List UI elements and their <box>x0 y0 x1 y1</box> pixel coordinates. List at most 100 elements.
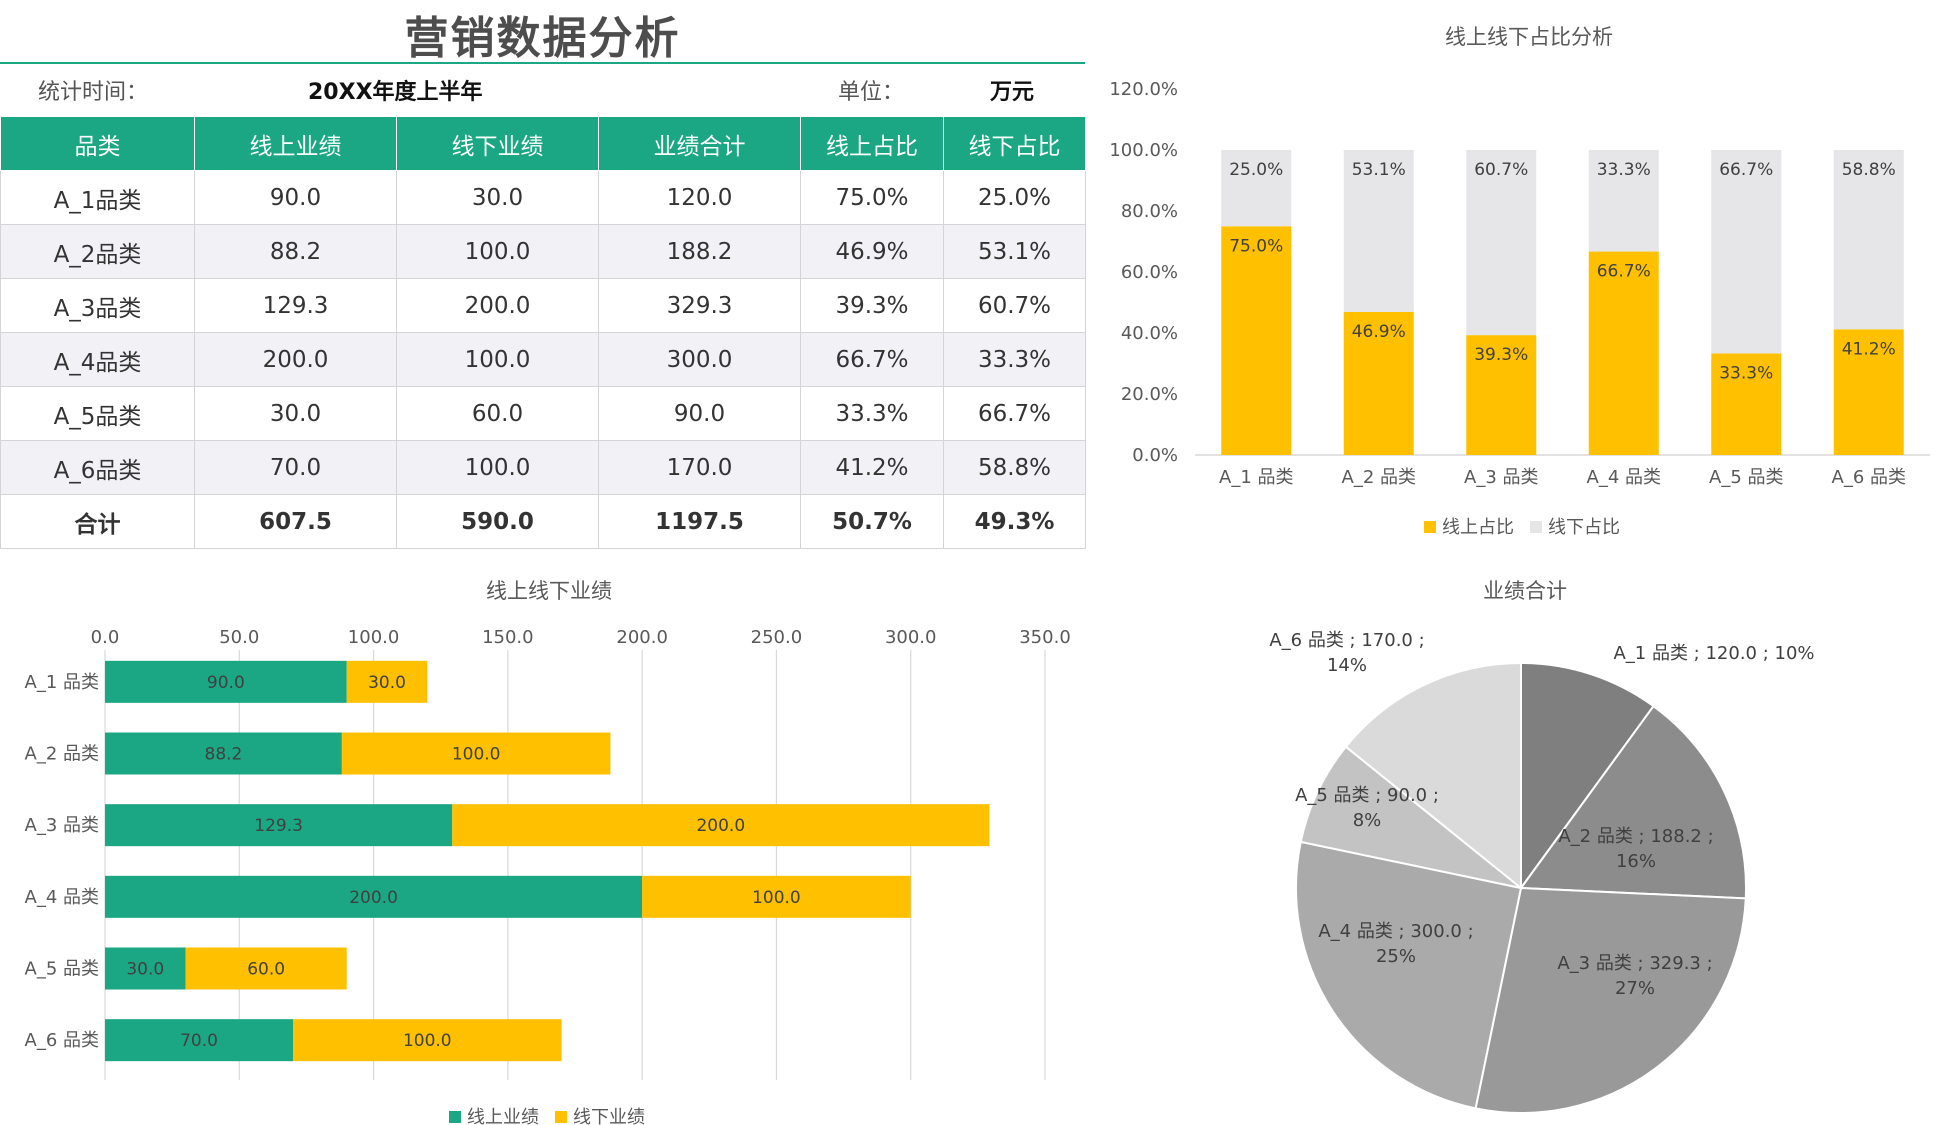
table-cell: 33.3% <box>800 386 944 441</box>
pie-data-label: A_6 品类 ; 170.0 ; 14% <box>1269 630 1424 676</box>
table-cell: 170.0 <box>598 440 801 495</box>
pie-data-label: A_4 品类 ; 300.0 ; 25% <box>1318 921 1473 967</box>
performance-bar-chart: 线上线下业绩 0.0 50.0 100.0 150.0 200.0 250.0 300.0 35… <box>25 579 1071 1125</box>
x-tick-label: 0.0 <box>91 627 120 648</box>
data-label: 30.0 <box>368 673 406 693</box>
bar-online <box>105 875 643 918</box>
table-cell: A_6品类 <box>0 440 195 495</box>
bar-online-share <box>1833 329 1904 455</box>
x-tick-label: A_5 品类 <box>1709 467 1784 488</box>
table-cell: 33.3% <box>943 332 1086 387</box>
table-row: A_1品类 90.0 30.0 120.0 75.0% 25.0% <box>0 170 1086 225</box>
bar-offline <box>185 947 347 990</box>
unit-label: 单位： <box>838 80 905 105</box>
column-header: 业绩合计 <box>598 116 801 171</box>
data-label: 66.7% <box>1597 262 1651 282</box>
data-label: 70.0 <box>180 1031 218 1051</box>
pie-data-label: A_3 品类 ; 329.3 ; 27% <box>1557 953 1712 999</box>
bar-offline-share <box>1466 150 1537 336</box>
table-cell: 66.7% <box>800 332 944 387</box>
bar-online <box>105 732 342 775</box>
y-tick-label: A_1 品类 <box>25 672 100 693</box>
pie-slice <box>1295 840 1523 1110</box>
legend-swatch <box>1530 521 1542 533</box>
table-cell: 300.0 <box>598 332 801 387</box>
table-cell: 329.3 <box>598 278 801 333</box>
table-cell: 590.0 <box>396 494 599 549</box>
x-tick-label: 150.0 <box>482 627 534 648</box>
bar-offline-share <box>1221 150 1292 227</box>
table-cell: 90.0 <box>194 170 397 225</box>
x-tick-label: A_4 品类 <box>1587 467 1662 488</box>
bar-online <box>105 804 453 847</box>
y-tick-label: A_2 品类 <box>25 744 100 765</box>
table-cell: 88.2 <box>194 224 397 279</box>
table-header-row: 品类 线上业绩 线下业绩 业绩合计 线上占比 线下占比 <box>0 116 1086 171</box>
data-label: 100.0 <box>403 1031 452 1051</box>
y-tick-label: A_3 品类 <box>25 815 100 836</box>
column-header: 线下业绩 <box>396 116 599 171</box>
table-cell: 58.8% <box>943 440 1086 495</box>
chart-title: 业绩合计 <box>1483 579 1567 603</box>
pie-slice <box>1299 745 1522 889</box>
table-cell: 60.7% <box>943 278 1086 333</box>
bar-offline <box>293 1019 562 1062</box>
legend-swatch <box>555 1111 567 1123</box>
title-divider <box>0 62 1085 64</box>
pie-slice <box>1519 704 1747 900</box>
legend-label: 线下占比 <box>1548 517 1620 538</box>
legend-label: 线上业绩 <box>467 1107 539 1125</box>
bar-online-share <box>1588 251 1659 455</box>
table-cell: A_3品类 <box>0 278 195 333</box>
table-cell: 200.0 <box>396 278 599 333</box>
x-tick-label: A_1 品类 <box>1219 467 1294 488</box>
pie-data-label: A_1 品类 ; 120.0 ; 10% <box>1613 643 1814 664</box>
pie-slice <box>1520 661 1655 892</box>
data-label: 25.0% <box>1229 160 1283 180</box>
table-cell: 75.0% <box>800 170 944 225</box>
data-label: 88.2 <box>205 745 243 765</box>
bar-offline-share <box>1343 150 1414 312</box>
data-label: 58.8% <box>1842 160 1896 180</box>
table-cell: A_4品类 <box>0 332 195 387</box>
data-label: 100.0 <box>752 888 801 908</box>
pie-data-label: A_2 品类 ; 188.2 ; 16% <box>1558 826 1713 872</box>
y-tick-label: A_4 品类 <box>25 887 100 908</box>
bar-offline <box>452 804 990 847</box>
data-label: 75.0% <box>1229 236 1283 256</box>
x-tick-label: A_6 品类 <box>1832 467 1907 488</box>
bar-online <box>105 1019 293 1062</box>
bar-online-share <box>1711 353 1782 455</box>
bar-offline <box>642 875 911 918</box>
data-label: 60.7% <box>1474 160 1528 180</box>
y-tick-label: 80.0% <box>1121 201 1178 222</box>
table-total-row: 合计 607.5 590.0 1197.5 50.7% 49.3% <box>0 494 1086 549</box>
y-tick-label: 120.0% <box>1109 79 1178 100</box>
bar-offline-share <box>1711 150 1782 354</box>
bar-online <box>105 660 347 703</box>
table-cell: 25.0% <box>943 170 1086 225</box>
sales-table: 品类 线上业绩 线下业绩 业绩合计 线上占比 线下占比 A_1品类 90.0 3… <box>0 116 1086 549</box>
unit-value: 万元 <box>990 80 1035 105</box>
x-tick-label: 200.0 <box>616 627 668 648</box>
column-header: 线下占比 <box>943 116 1086 171</box>
data-label: 53.1% <box>1352 160 1406 180</box>
table-cell: A_1品类 <box>0 170 195 225</box>
table-cell: 607.5 <box>194 494 397 549</box>
period-value: 20XX年度上半年 <box>308 80 483 105</box>
data-label: 100.0 <box>452 745 501 765</box>
x-tick-label: 250.0 <box>751 627 803 648</box>
table-cell: 1197.5 <box>598 494 801 549</box>
data-label: 46.9% <box>1352 322 1406 342</box>
data-label: 30.0 <box>126 960 164 980</box>
x-tick-label: A_3 品类 <box>1464 467 1539 488</box>
bar-offline <box>346 660 428 703</box>
table-cell: 70.0 <box>194 440 397 495</box>
table-cell: 41.2% <box>800 440 944 495</box>
table-row: A_4品类 200.0 100.0 300.0 66.7% 33.3% <box>0 332 1086 387</box>
table-cell: 100.0 <box>396 440 599 495</box>
y-tick-label: A_5 品类 <box>25 959 100 980</box>
y-tick-label: 100.0% <box>1109 140 1178 161</box>
y-tick-label: A_6 品类 <box>25 1030 100 1051</box>
